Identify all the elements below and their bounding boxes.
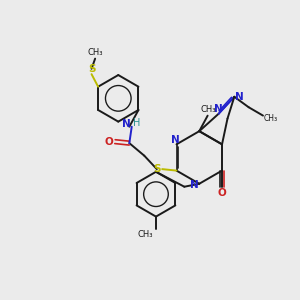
Text: N: N <box>235 92 244 102</box>
Text: H: H <box>134 118 141 128</box>
Text: O: O <box>218 188 226 198</box>
Text: CH₃: CH₃ <box>88 48 103 57</box>
Text: N: N <box>190 180 199 190</box>
Text: CH₃: CH₃ <box>263 114 278 123</box>
Text: N: N <box>214 104 223 114</box>
Text: S: S <box>153 164 160 174</box>
Text: N: N <box>122 119 131 129</box>
Text: N: N <box>171 135 179 146</box>
Text: CH₃: CH₃ <box>200 105 216 114</box>
Text: S: S <box>88 64 95 74</box>
Text: O: O <box>104 136 113 147</box>
Text: CH₃: CH₃ <box>138 230 153 239</box>
